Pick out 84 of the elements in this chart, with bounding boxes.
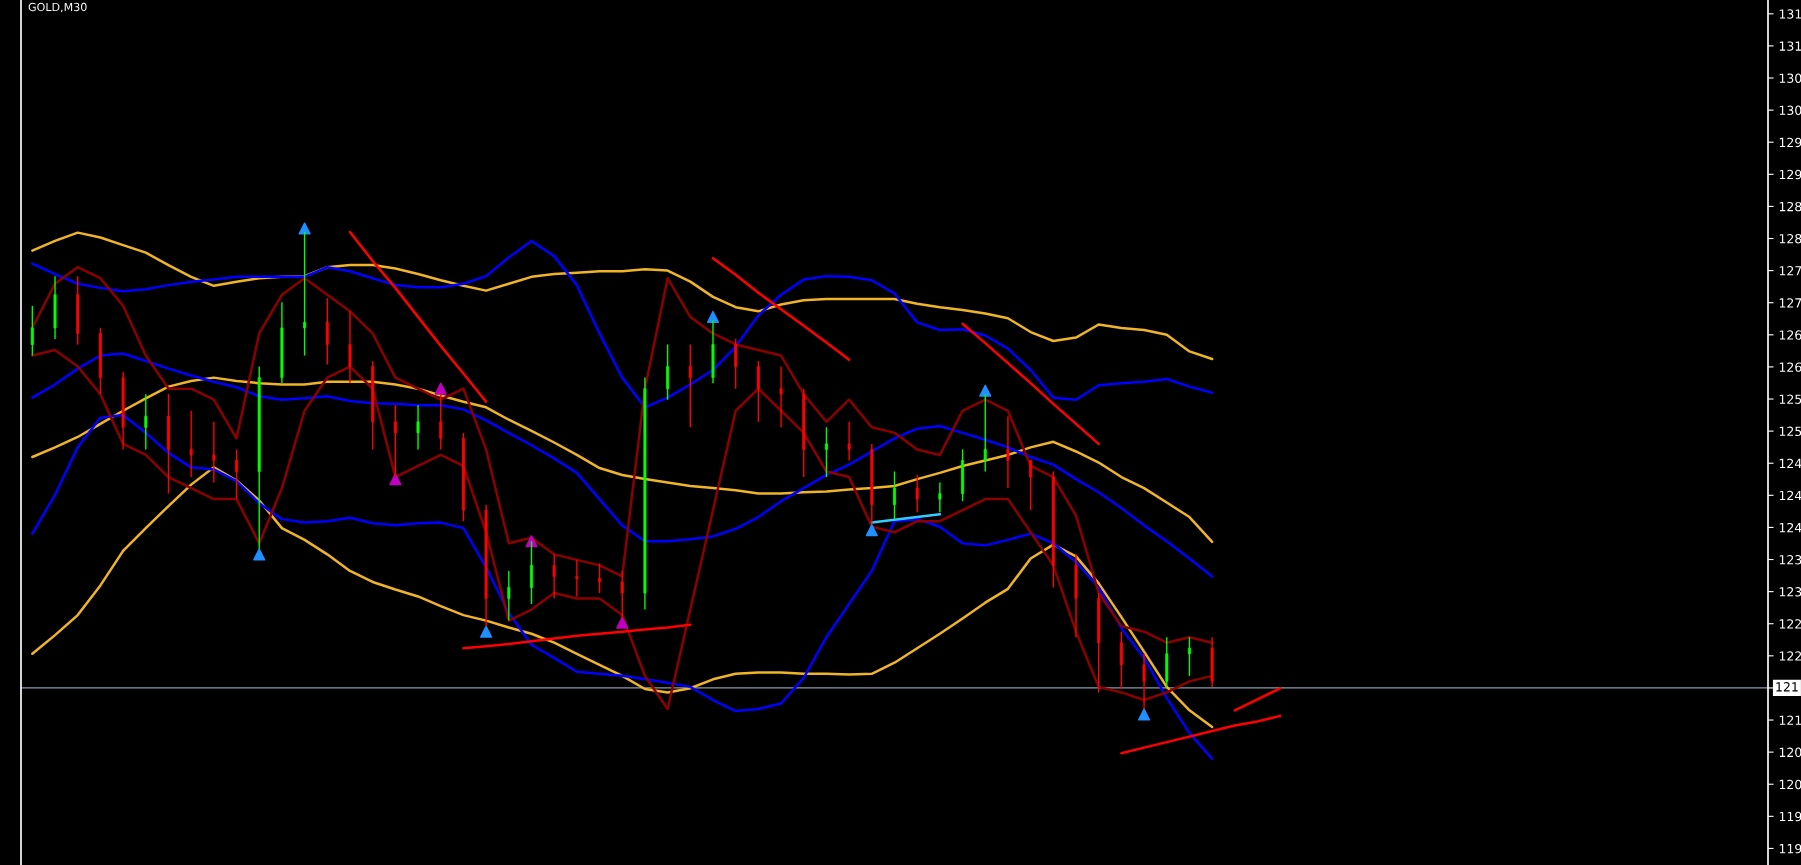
y-tick-label: 129 [1779, 169, 1801, 180]
y-tick-label: 119 [1779, 843, 1801, 854]
candlestick [552, 553, 556, 600]
y-tick-label: 127 [1779, 298, 1801, 308]
candlestick [666, 343, 670, 401]
candlestick [1006, 415, 1010, 489]
point [298, 222, 311, 235]
y-tick-label: 129 [1779, 137, 1801, 148]
point [979, 384, 992, 397]
candlestick [824, 426, 828, 478]
candlestick [893, 470, 896, 520]
candlestick [779, 365, 783, 429]
y-tick-label: 124 [1779, 522, 1801, 533]
candlestick [189, 410, 193, 478]
candlestick [348, 310, 352, 384]
y-tick-label: 130 [1779, 73, 1801, 83]
line-series [31, 376, 1214, 544]
point [525, 535, 538, 548]
candlestick [1029, 459, 1033, 511]
candlestick [1142, 653, 1146, 710]
point [865, 524, 878, 537]
candlestick [688, 343, 692, 429]
line-series [31, 413, 1214, 760]
candlestick [598, 562, 602, 594]
chart-title: GOLD,M30 [28, 2, 87, 13]
candlestick [325, 297, 329, 366]
candlestick [756, 360, 760, 423]
candlestick [439, 393, 443, 451]
line-series [1120, 714, 1282, 755]
y-tick-label: 127 [1779, 266, 1801, 276]
candlestick [734, 338, 738, 390]
line-series [711, 256, 851, 361]
candlestick [1187, 636, 1191, 677]
point [1137, 708, 1151, 721]
y-tick-label: 128 [1779, 201, 1801, 212]
candlestick [212, 421, 216, 484]
candlestick [144, 393, 148, 451]
y-tick-label: 123 [1779, 587, 1801, 597]
y-tick-label: 124 [1779, 458, 1801, 468]
point [253, 548, 266, 561]
point [434, 382, 447, 395]
y-tick-label: 123 [1779, 554, 1801, 565]
y-tick-label: 126 [1779, 330, 1801, 340]
candlestick [530, 540, 533, 605]
y-tick-label: 126 [1779, 362, 1801, 372]
candlestick [393, 404, 397, 478]
line-series [31, 466, 1214, 729]
y-tick-label: 131 [1779, 41, 1801, 51]
point [616, 616, 629, 629]
line-series [961, 322, 1100, 446]
candlestick [620, 570, 624, 620]
line-series [31, 352, 1214, 578]
y-tick-label: 131 [1779, 9, 1801, 19]
line-series [348, 230, 488, 404]
candlestick [847, 421, 851, 462]
candlestick [938, 481, 942, 513]
candlestick [1119, 630, 1123, 690]
y-tick-label: 125 [1779, 426, 1801, 437]
y-tick-label: 125 [1779, 394, 1801, 404]
y-tick-label: 119 [1779, 811, 1801, 822]
candlestick [166, 393, 170, 495]
point [480, 625, 493, 638]
line-series [462, 623, 692, 650]
candlestick [575, 559, 579, 598]
line-series [31, 265, 1214, 644]
line-series [31, 239, 1214, 409]
candlestick [507, 570, 511, 622]
candlestick [915, 474, 919, 513]
candlestick [235, 448, 239, 500]
candlestick [416, 404, 420, 451]
candlestick [983, 393, 987, 473]
line-series [31, 231, 1214, 361]
point [706, 310, 720, 323]
y-tick-label: 124 [1779, 490, 1801, 501]
y-tick-label: 120 [1779, 779, 1801, 790]
y-tick-label: 130 [1779, 105, 1801, 116]
y-tick-label: 128 [1779, 233, 1801, 244]
point [389, 473, 402, 486]
y-tick-label: 122 [1779, 651, 1801, 661]
y-tick-label: 120 [1779, 747, 1801, 758]
y-tick-label: 121 [1779, 715, 1801, 725]
y-tick-label: 122 [1779, 619, 1801, 629]
candlestick [303, 231, 307, 357]
candlestick [30, 305, 34, 357]
